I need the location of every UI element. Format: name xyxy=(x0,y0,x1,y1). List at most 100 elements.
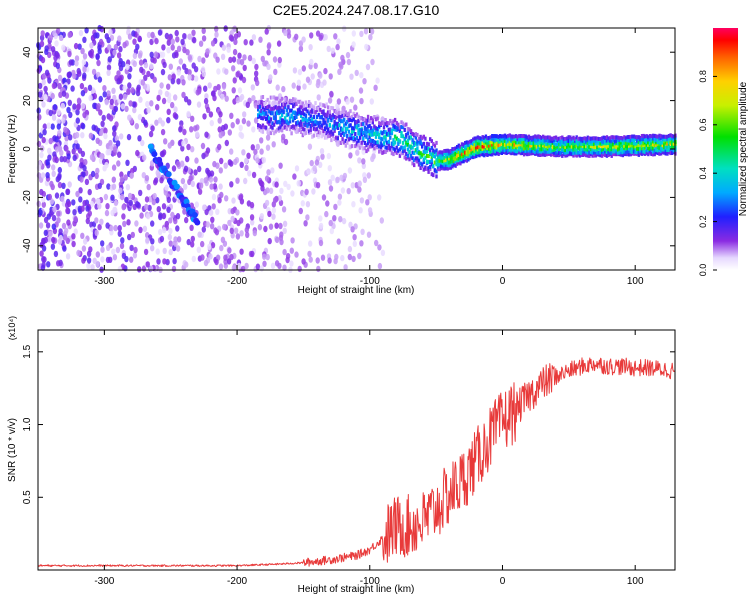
spectrogram-cell xyxy=(478,153,481,158)
colorbar-tick-label: 0.8 xyxy=(698,70,708,83)
spectrogram-cell xyxy=(510,148,513,153)
spectrogram-cell xyxy=(591,144,594,149)
spectrogram-cell xyxy=(89,221,94,228)
spectrogram-cell xyxy=(473,139,476,144)
spectrogram-cell xyxy=(367,194,372,201)
spectrogram-cell xyxy=(640,137,644,142)
spectrogram-cell xyxy=(265,253,270,261)
spectrogram-cell xyxy=(279,116,282,121)
spectrogram-cell xyxy=(186,143,191,151)
spectrogram-cell xyxy=(279,238,284,246)
spectrogram-cell xyxy=(371,120,374,125)
spectrogram-cell xyxy=(117,151,122,158)
spectrogram-cell xyxy=(313,62,318,69)
spectrogram-cell xyxy=(316,265,321,273)
spectrogram-cell xyxy=(43,94,48,101)
spectrogram-cell xyxy=(661,140,664,145)
spectrogram-cell xyxy=(503,148,507,153)
spectrogram-cell xyxy=(656,148,660,153)
spectrogram-cell xyxy=(435,152,438,157)
spectrogram-cell xyxy=(524,139,527,144)
spectrogram-cell xyxy=(274,96,277,101)
spectrogram-cell xyxy=(230,215,235,223)
spectrogram-cell xyxy=(643,134,647,139)
spectrogram-cell xyxy=(357,180,362,187)
spectrogram-cell xyxy=(329,227,334,235)
spectrogram-cell xyxy=(406,142,410,147)
spectrogram-cell xyxy=(285,119,288,124)
spectrogram-cell xyxy=(181,91,186,99)
spectrogram-cell xyxy=(359,240,364,247)
spectrogram-cell xyxy=(266,49,271,56)
spectrogram-cell xyxy=(441,159,445,163)
spectrogram-cell xyxy=(483,139,486,143)
spectrogram-cell xyxy=(108,115,114,122)
spectrogram-cell xyxy=(344,110,347,115)
spectrogram-cell xyxy=(98,95,104,103)
spectrogram-cell xyxy=(146,107,151,114)
spectrogram-cell xyxy=(645,137,648,142)
spectrogram-cell xyxy=(323,104,327,109)
spectrogram-cell xyxy=(521,134,524,139)
spectrogram-cell xyxy=(559,142,562,147)
x-tick-label: 100 xyxy=(627,276,644,287)
spectrogram-cell xyxy=(620,140,623,145)
spectrogram-cell xyxy=(610,135,613,140)
spectrogram-cell xyxy=(510,151,513,156)
spectrogram-cell xyxy=(460,154,464,159)
spectrogram-cell xyxy=(381,121,384,126)
spectrogram-cell xyxy=(231,87,236,94)
spectrogram-cell xyxy=(546,138,550,143)
spectrogram-cell xyxy=(572,141,575,146)
spectrogram-cell xyxy=(497,134,500,139)
spectrogram-cell xyxy=(338,131,341,136)
spectrogram-cell xyxy=(131,30,136,37)
spectrogram-cell xyxy=(82,200,87,207)
spectrogram-cell xyxy=(311,108,314,112)
spectrogram-cell xyxy=(497,152,500,156)
spectrogram-cell xyxy=(538,143,542,148)
spectrogram-cell xyxy=(271,121,274,126)
spectrogram-cell xyxy=(132,38,137,45)
spectrogram-cell xyxy=(58,91,63,99)
spectrogram-cell xyxy=(354,132,357,136)
spectrogram-cell xyxy=(233,38,238,46)
spectrogram-cell xyxy=(513,139,516,143)
spectrogram-cell xyxy=(339,141,343,145)
spectrogram-cell xyxy=(258,104,261,109)
spectrogram-cell xyxy=(352,117,355,122)
spectrogram-cell xyxy=(38,82,43,90)
spectrogram-cell xyxy=(365,121,368,126)
spectrogram-cell xyxy=(489,146,492,151)
spectrogram-cell xyxy=(559,146,562,151)
spectrogram-cell xyxy=(336,124,339,129)
spectrogram-cell xyxy=(643,151,647,156)
spectrogram-cell xyxy=(344,112,347,117)
spectrogram-cell xyxy=(113,206,118,214)
spectrogram-cell xyxy=(393,117,397,122)
spectrogram-cell xyxy=(151,151,158,158)
spectrogram-cell xyxy=(475,154,478,159)
spectrogram-cell xyxy=(515,134,518,139)
spectrogram-cell xyxy=(61,182,66,189)
spectrogram-cell xyxy=(104,209,110,217)
spectrogram-cell xyxy=(282,110,285,115)
spectrogram-cell xyxy=(208,111,214,118)
spectrogram-cell xyxy=(585,136,588,141)
spectrogram-cell xyxy=(545,142,548,147)
spectrogram-cell xyxy=(540,144,543,148)
spectrogram-cell xyxy=(191,212,198,218)
spectrogram-cell xyxy=(507,137,510,142)
spectrogram-cell xyxy=(414,158,417,163)
spectrogram-cell xyxy=(492,140,496,145)
spectrogram-cell xyxy=(352,136,355,140)
spectrogram-cell xyxy=(328,73,333,80)
spectrogram-cell xyxy=(656,137,660,142)
spectrogram-cell xyxy=(671,143,674,147)
spectrogram-cell xyxy=(570,151,574,156)
spectrogram-cell xyxy=(491,137,494,142)
spectrogram-cell xyxy=(72,209,77,216)
spectrogram-cell xyxy=(382,125,386,130)
spectrogram-cell xyxy=(672,148,675,153)
spectrogram-cell xyxy=(368,34,373,41)
